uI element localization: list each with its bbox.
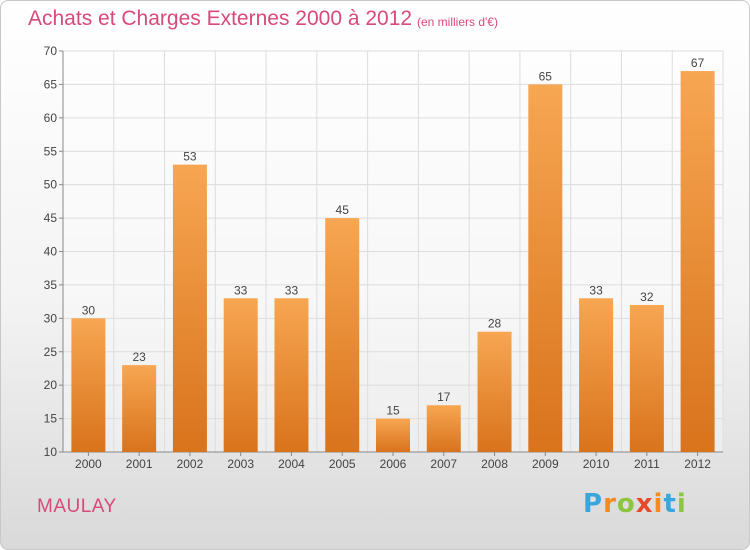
y-tick-label: 35 — [44, 278, 58, 292]
x-tick-label-2004: 2004 — [278, 457, 305, 471]
bar-2001 — [122, 365, 157, 452]
x-tick-label-2009: 2009 — [532, 457, 559, 471]
bar-2008 — [477, 331, 512, 452]
data-label-2000: 30 — [82, 303, 96, 317]
logo-letter: i — [676, 489, 687, 519]
logo-letter: P — [583, 489, 604, 519]
bars — [71, 71, 715, 453]
data-label-2004: 33 — [285, 283, 299, 297]
bar-2002 — [172, 164, 207, 452]
data-label-2009: 65 — [539, 69, 553, 83]
bar-2011 — [629, 304, 664, 452]
data-labels: 30 23 53 33 33 45 15 17 28 65 33 32 67 — [82, 56, 705, 418]
logo-letter: o — [616, 489, 636, 519]
logo-letter: t — [663, 489, 677, 519]
data-label-2001: 23 — [132, 350, 146, 364]
x-tick-label-2011: 2011 — [634, 457, 660, 471]
y-tick-label: 40 — [44, 245, 58, 259]
x-tick-label-2012: 2012 — [684, 457, 711, 471]
bar-2003 — [223, 298, 258, 452]
logo-letter: x — [635, 489, 654, 519]
bar-2006 — [376, 418, 410, 452]
x-tick-label-2008: 2008 — [481, 457, 508, 471]
y-tick-label: 50 — [44, 178, 58, 192]
x-tick-label-2002: 2002 — [177, 457, 204, 471]
y-tick-label: 15 — [44, 412, 58, 426]
data-label-2008: 28 — [488, 317, 502, 331]
x-tick-label-2010: 2010 — [583, 457, 610, 471]
data-label-2010: 33 — [589, 283, 603, 297]
data-label-2006: 15 — [386, 404, 400, 418]
y-tick-label: 20 — [44, 378, 58, 392]
logo-letter: i — [653, 489, 664, 519]
y-tick-label: 25 — [44, 345, 58, 359]
data-label-2011: 32 — [640, 290, 654, 304]
x-tick-label-2001: 2001 — [126, 457, 153, 471]
proxiti-logo[interactable]: Proxiti — [583, 489, 687, 519]
bar-2005 — [325, 218, 360, 452]
data-label-2002: 53 — [183, 150, 197, 164]
data-label-2012: 67 — [691, 56, 705, 70]
data-label-2007: 17 — [437, 390, 451, 404]
y-tick-label: 10 — [44, 445, 58, 459]
bar-2012 — [680, 71, 715, 453]
chart-title: Achats et Charges Externes 2000 à 2012 — [28, 7, 413, 30]
y-tick-label: 45 — [44, 211, 58, 225]
x-tick-label-2003: 2003 — [227, 457, 254, 471]
bar-2004 — [274, 298, 309, 452]
y-tick-label: 65 — [44, 77, 58, 91]
bar-2007 — [426, 405, 461, 452]
data-label-2003: 33 — [234, 283, 248, 297]
x-tick-label-2000: 2000 — [75, 457, 102, 471]
x-tick-label-2006: 2006 — [380, 457, 407, 471]
axes: 10 15 20 25 30 35 40 45 50 55 60 65 70 2000 2001 2002 20… — [44, 44, 723, 471]
bar-2010 — [579, 298, 614, 452]
town-name: MAULAY — [37, 496, 117, 517]
data-label-2005: 45 — [336, 203, 350, 217]
y-tick-label: 30 — [44, 311, 58, 325]
y-tick-label: 70 — [44, 44, 58, 58]
x-tick-label-2005: 2005 — [329, 457, 356, 471]
grid-lines — [62, 50, 724, 453]
y-tick-label: 60 — [44, 111, 58, 125]
logo-letter: r — [603, 489, 617, 519]
y-tick-label: 55 — [44, 144, 58, 158]
bar-2000 — [71, 318, 106, 452]
bar-2009 — [528, 84, 563, 453]
x-tick-label-2007: 2007 — [430, 457, 457, 471]
chart-unit: (en milliers d'€) — [417, 15, 498, 29]
